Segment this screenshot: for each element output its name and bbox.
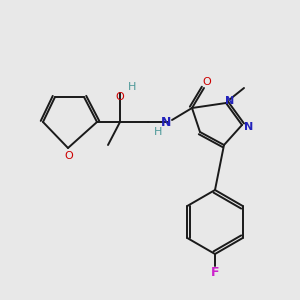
Text: N: N [225,96,235,106]
Text: N: N [244,122,253,132]
Text: O: O [202,77,211,87]
Text: F: F [211,266,219,280]
Text: H: H [128,82,136,92]
Text: O: O [64,151,74,161]
Text: O: O [116,92,124,102]
Text: N: N [161,116,171,128]
Text: H: H [154,127,162,137]
